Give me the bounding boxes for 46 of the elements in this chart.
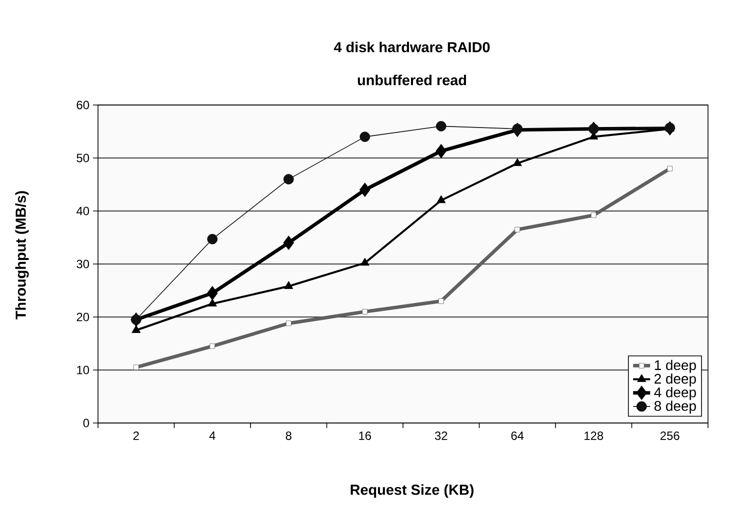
point xyxy=(283,236,294,250)
y-tick-label: 60 xyxy=(76,100,90,110)
chart-title: 4 disk hardware RAID0 xyxy=(334,42,490,52)
point xyxy=(436,195,446,204)
point xyxy=(208,298,217,306)
y-tick-label: 40 xyxy=(76,206,90,216)
y-tick-label: 0 xyxy=(83,418,90,428)
x-tick-label: 2 xyxy=(133,432,139,440)
y-tick-label: 50 xyxy=(76,154,90,162)
point xyxy=(207,234,218,244)
legend-label: 2 deep xyxy=(654,373,696,386)
point xyxy=(512,158,522,166)
point xyxy=(132,325,141,333)
legend-label: 8 deep xyxy=(654,400,696,414)
x-tick-label: 256 xyxy=(660,432,680,440)
point xyxy=(286,320,292,326)
x-axis-title: Request Size (KB) xyxy=(350,484,474,498)
y-axis-title: Throughput (MB/s) xyxy=(15,191,29,320)
x-tick-label: 4 xyxy=(209,432,216,440)
x-tick-label: 32 xyxy=(434,432,448,440)
legend-label: 4 deep xyxy=(654,387,696,400)
point xyxy=(359,182,370,197)
point xyxy=(512,124,523,134)
x-tick-label: 16 xyxy=(359,432,371,440)
y-tick-label: 30 xyxy=(76,260,90,268)
point xyxy=(436,144,447,158)
x-tick-label: 8 xyxy=(286,432,292,440)
point xyxy=(667,166,673,172)
point xyxy=(360,132,370,142)
legend-label: 1 deep xyxy=(654,360,696,373)
point xyxy=(514,226,520,232)
y-tick-label: 10 xyxy=(77,366,90,374)
point xyxy=(206,286,218,300)
point xyxy=(210,343,216,349)
point xyxy=(284,281,294,289)
point xyxy=(283,174,294,184)
point xyxy=(362,309,368,314)
y-tick-label: 20 xyxy=(76,312,90,322)
point xyxy=(360,258,370,266)
chart-subtitle: unbuffered read xyxy=(358,74,466,86)
point xyxy=(590,212,596,218)
x-tick-label: 64 xyxy=(511,432,524,440)
point xyxy=(436,121,446,132)
x-tick-label: 128 xyxy=(584,432,604,440)
point xyxy=(133,364,139,370)
point xyxy=(438,298,444,304)
